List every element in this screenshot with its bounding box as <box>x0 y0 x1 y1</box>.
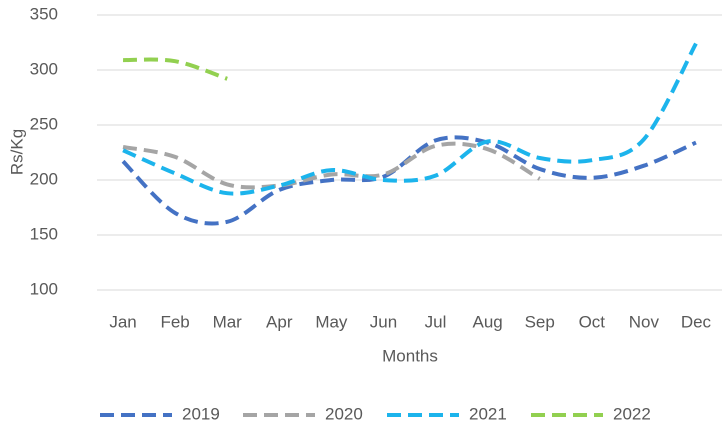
legend-label: 2019 <box>182 404 220 423</box>
y-tick-label: 100 <box>30 279 58 298</box>
x-tick-label: Sep <box>525 312 555 331</box>
x-axis-title: Months <box>382 346 438 365</box>
series-line <box>123 57 228 81</box>
x-tick-label: May <box>315 312 348 331</box>
x-tick-label: Jul <box>425 312 447 331</box>
legend-label: 2020 <box>325 404 363 423</box>
y-axis-title: Rs/Kg <box>7 129 26 175</box>
legend-label: 2021 <box>469 404 507 423</box>
x-tick-label: Oct <box>579 312 606 331</box>
x-tick-label: Nov <box>629 312 660 331</box>
y-tick-label: 200 <box>30 169 58 188</box>
y-tick-label: 250 <box>30 114 58 133</box>
x-tick-label: Mar <box>213 312 243 331</box>
y-tick-label: 150 <box>30 224 58 243</box>
x-tick-label: Jan <box>109 312 136 331</box>
x-tick-label: Jun <box>370 312 397 331</box>
y-tick-label: 350 <box>30 4 58 23</box>
x-tick-label: Aug <box>473 312 503 331</box>
series-line <box>122 141 541 190</box>
x-tick-label: Dec <box>681 312 712 331</box>
x-tick-label: Apr <box>266 312 293 331</box>
x-tick-label: Feb <box>160 312 189 331</box>
legend-label: 2022 <box>613 404 651 423</box>
series-line <box>122 42 698 196</box>
y-tick-label: 300 <box>30 59 58 78</box>
